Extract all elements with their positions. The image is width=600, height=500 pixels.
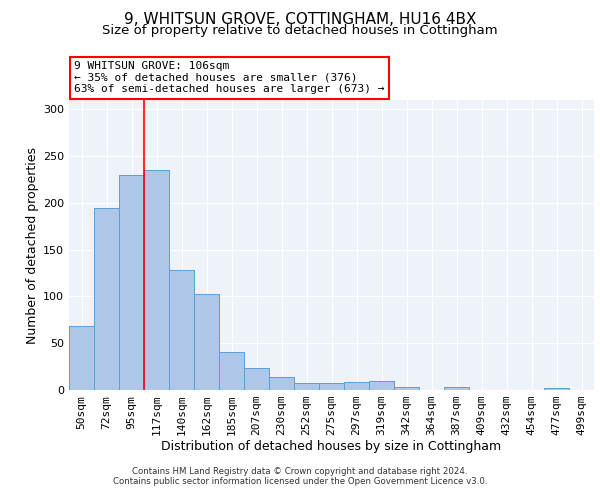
Y-axis label: Number of detached properties: Number of detached properties xyxy=(26,146,39,344)
Bar xyxy=(444,387,469,390)
Bar xyxy=(294,382,319,390)
Bar xyxy=(169,270,194,390)
Bar xyxy=(194,294,219,390)
Bar xyxy=(369,380,394,390)
Bar xyxy=(119,175,144,390)
Bar xyxy=(544,388,569,390)
Bar xyxy=(394,387,419,390)
Text: 9 WHITSUN GROVE: 106sqm
← 35% of detached houses are smaller (376)
63% of semi-d: 9 WHITSUN GROVE: 106sqm ← 35% of detache… xyxy=(74,61,385,94)
Bar xyxy=(244,368,269,390)
Bar xyxy=(269,377,294,390)
Bar xyxy=(94,208,119,390)
Text: Contains public sector information licensed under the Open Government Licence v3: Contains public sector information licen… xyxy=(113,477,487,486)
Bar xyxy=(219,352,244,390)
Bar xyxy=(344,382,369,390)
Bar xyxy=(69,326,94,390)
Text: Contains HM Land Registry data © Crown copyright and database right 2024.: Contains HM Land Registry data © Crown c… xyxy=(132,467,468,476)
Text: Size of property relative to detached houses in Cottingham: Size of property relative to detached ho… xyxy=(102,24,498,37)
Bar xyxy=(319,382,344,390)
X-axis label: Distribution of detached houses by size in Cottingham: Distribution of detached houses by size … xyxy=(161,440,502,452)
Bar xyxy=(144,170,169,390)
Text: 9, WHITSUN GROVE, COTTINGHAM, HU16 4BX: 9, WHITSUN GROVE, COTTINGHAM, HU16 4BX xyxy=(124,12,476,28)
